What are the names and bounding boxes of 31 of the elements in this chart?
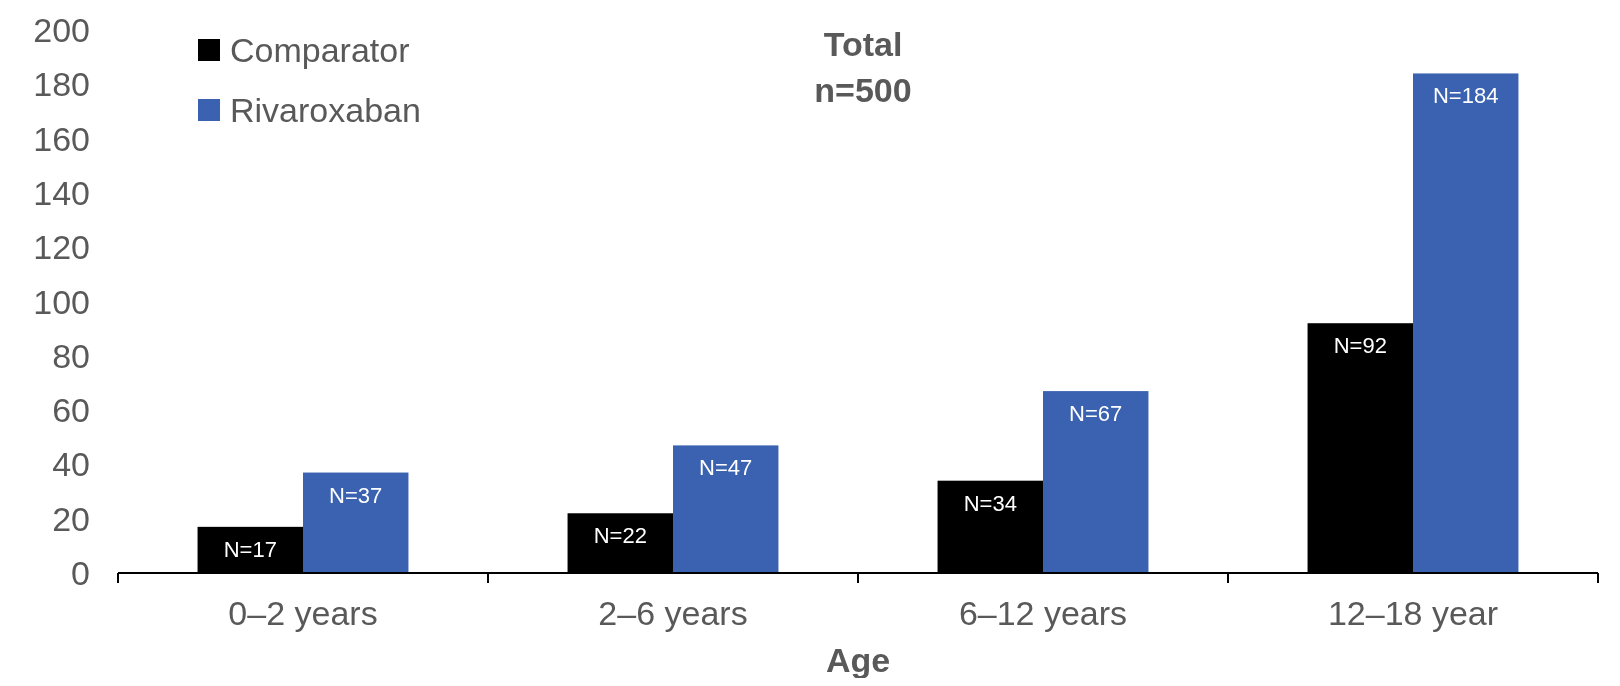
data-label: N=17: [223, 536, 277, 562]
x-tick-label: 6–12 years: [958, 594, 1128, 632]
data-label: N=22: [593, 523, 647, 549]
data-label: N=34: [963, 490, 1017, 516]
y-tick-label: 60: [52, 391, 90, 430]
x-tick-label: 0–2 years: [228, 594, 378, 632]
legend-label: Comparator: [230, 31, 410, 69]
y-tick-label: 120: [33, 228, 90, 267]
x-tick-label: 12–18 year: [1327, 594, 1499, 632]
data-label: N=37: [329, 482, 383, 508]
data-label: N=184: [1433, 83, 1499, 109]
y-tick-label: 20: [52, 499, 90, 538]
y-tick-label: 180: [33, 65, 90, 104]
data-label: N=67: [1069, 401, 1123, 427]
y-tick-label: 100: [33, 282, 90, 321]
bar: [1413, 73, 1519, 573]
y-tick-label: 200: [33, 11, 90, 49]
y-tick-label: 80: [52, 336, 90, 375]
x-tick-label: 2–6 years: [598, 594, 748, 632]
bar: [673, 445, 779, 573]
data-label: N=47: [699, 455, 753, 481]
chart-title: Total: [823, 25, 903, 63]
y-tick-label: 0: [71, 554, 90, 592]
y-tick-label: 40: [52, 445, 90, 484]
y-tick-label: 140: [33, 173, 90, 212]
text: n=500: [814, 71, 912, 109]
data-label: N=92: [1333, 333, 1387, 359]
bar: [1043, 391, 1149, 573]
legend-label: Rivaroxaban: [230, 91, 421, 129]
bar: [303, 472, 409, 573]
y-tick-label: 160: [33, 119, 90, 158]
